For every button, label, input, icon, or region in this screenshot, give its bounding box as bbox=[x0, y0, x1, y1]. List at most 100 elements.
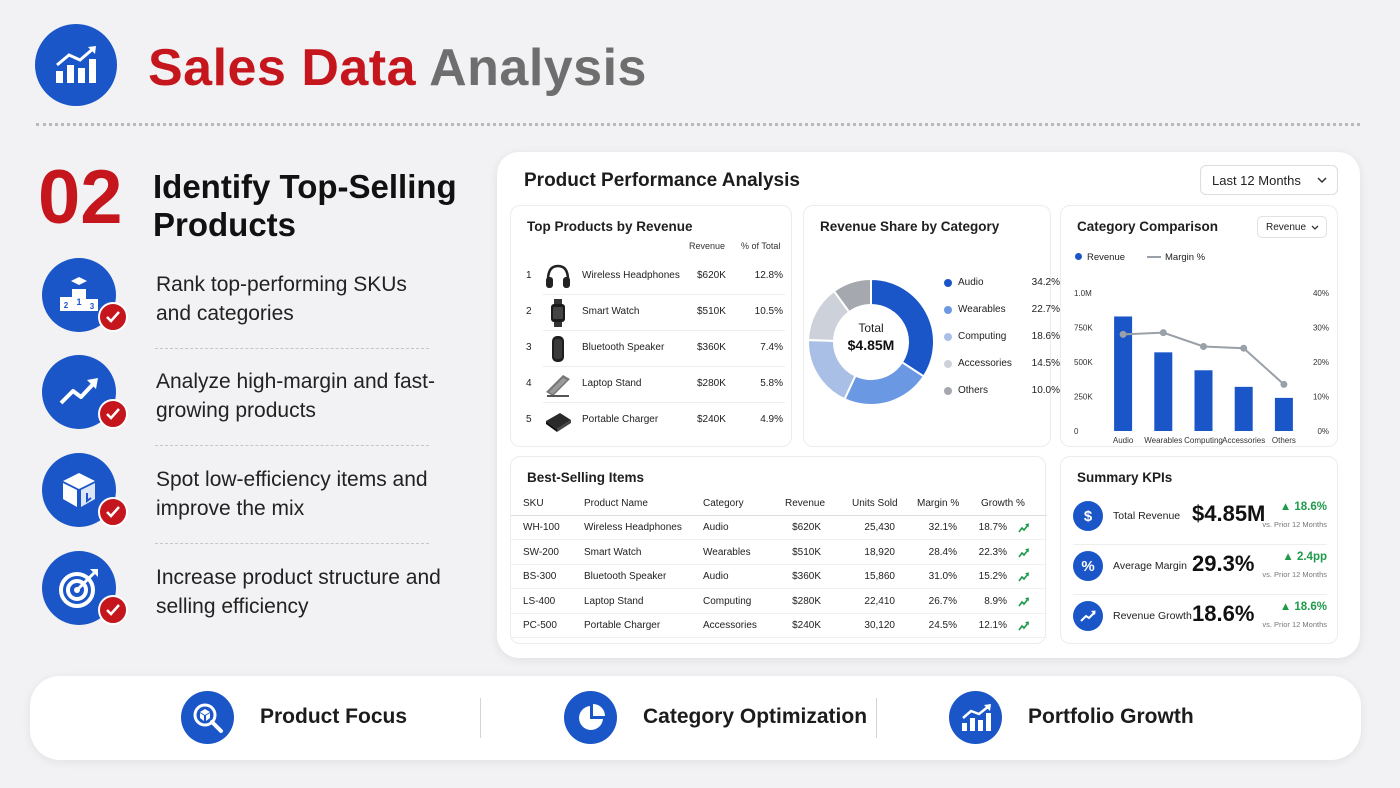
feature-rank: 1 2 3 Rank top-performing SKUs and categ… bbox=[40, 258, 440, 348]
bar-computing[interactable] bbox=[1194, 370, 1213, 431]
cell-units-sold: 18,920 bbox=[864, 546, 895, 558]
cell-revenue: $620K bbox=[792, 522, 821, 533]
cell-margin: 28.4% bbox=[928, 546, 957, 558]
top-products-card: Top Products by Revenue Revenue % of Tot… bbox=[510, 205, 792, 447]
legend-dot bbox=[944, 306, 952, 314]
product-revenue: $620K bbox=[697, 270, 726, 281]
dollar-icon: $ bbox=[1073, 501, 1103, 531]
cell-growth: 12.1% bbox=[978, 620, 1007, 632]
table-row[interactable]: WH-100 Wireless Headphones Audio $620K 25,43… bbox=[511, 516, 1047, 540]
growth-chart-icon bbox=[949, 691, 1002, 744]
cell-product-name: Laptop Stand bbox=[584, 595, 644, 607]
legend-value: 14.5% bbox=[1031, 358, 1060, 369]
list-item[interactable]: 5 Portable Charger $240K 4.9% bbox=[511, 402, 793, 438]
col-growth: Growth % bbox=[981, 498, 1025, 509]
kpi-revenue-growth: Revenue Growth 18.6% ▲ 18.6% vs. Prior 1… bbox=[1061, 595, 1337, 643]
margin-point[interactable] bbox=[1280, 380, 1288, 388]
cell-revenue: $240K bbox=[792, 620, 821, 632]
rank: 3 bbox=[526, 342, 532, 353]
table-row[interactable]: BS-300 Bluetooth Speaker Audio $360K 15,860 3… bbox=[511, 565, 1047, 590]
donut-center: Total $4.85M bbox=[826, 321, 916, 353]
cell-margin: 31.0% bbox=[928, 571, 957, 583]
category-comparison-title: Category Comparison bbox=[1077, 219, 1219, 234]
kpi-label: Total Revenue bbox=[1113, 510, 1181, 522]
table-row[interactable]: SW-200 Smart Watch Wearables $510K 18,920 28.… bbox=[511, 541, 1047, 565]
header-divider bbox=[36, 123, 1360, 126]
revenue-share-card: Revenue Share by Category Total $4.85M A… bbox=[803, 205, 1060, 447]
product-name: Portable Charger bbox=[582, 414, 659, 425]
kpi-value: 18.6% bbox=[1192, 601, 1255, 626]
donut-slice-others[interactable] bbox=[832, 277, 872, 314]
feature-text: Increase product structure and selling e… bbox=[156, 566, 441, 618]
x-tick-label: Audio bbox=[1113, 436, 1134, 445]
bar-others[interactable] bbox=[1274, 397, 1293, 431]
cell-revenue: $360K bbox=[792, 571, 821, 583]
cell-growth: 15.2% bbox=[978, 571, 1007, 583]
legend-label: Others bbox=[958, 385, 989, 396]
product-pct: 7.4% bbox=[760, 342, 783, 353]
best-selling-title: Best-Selling Items bbox=[527, 470, 645, 485]
col-category: Category bbox=[703, 498, 744, 509]
legend-item: Computing 18.6% bbox=[944, 331, 1060, 345]
legend-dot bbox=[944, 360, 952, 368]
product-revenue: $280K bbox=[697, 378, 726, 389]
legend-revenue-label: Revenue bbox=[1087, 252, 1126, 263]
kpi-value: 29.3% bbox=[1192, 551, 1255, 576]
kpi-label: Average Margin bbox=[1113, 560, 1187, 572]
feature-divider bbox=[155, 348, 429, 349]
y2-tick-label: 10% bbox=[1313, 393, 1329, 402]
margin-point[interactable] bbox=[1119, 330, 1127, 338]
trend-up-icon bbox=[1018, 621, 1029, 631]
cell-product-name: Smart Watch bbox=[584, 546, 642, 558]
legend-dot bbox=[944, 387, 952, 395]
product-pct: 5.8% bbox=[760, 378, 783, 389]
y2-tick-label: 40% bbox=[1313, 289, 1329, 298]
donut-slice-wearables[interactable] bbox=[843, 360, 926, 406]
donut-center-value: $4.85M bbox=[847, 337, 895, 353]
y2-tick-label: 30% bbox=[1313, 324, 1329, 333]
feature-analyze: Analyze high-margin and fast-growing pro… bbox=[40, 355, 440, 445]
margin-point[interactable] bbox=[1159, 329, 1167, 337]
col-sku: SKU bbox=[523, 498, 544, 509]
product-name: Wireless Headphones bbox=[582, 270, 680, 281]
trend-up-icon bbox=[1018, 548, 1029, 558]
list-item[interactable]: 1 Wireless Headphones $620K 12.8% bbox=[511, 258, 793, 294]
table-row[interactable]: LS-400 Laptop Stand Computing $280K 22,410 26… bbox=[511, 590, 1047, 614]
bar-audio[interactable] bbox=[1114, 316, 1133, 431]
list-item[interactable]: 3 Bluetooth Speaker $360K 7.4% bbox=[511, 330, 793, 366]
kpi-change: ▲ 2.4pp bbox=[1282, 551, 1327, 563]
bottom-bar: Product Focus Category Optimization Port… bbox=[30, 676, 1361, 760]
cell-sku: BS-300 bbox=[523, 571, 557, 583]
metric-dropdown[interactable]: Revenue bbox=[1257, 216, 1327, 238]
product-pct: 10.5% bbox=[754, 306, 783, 317]
period-dropdown[interactable]: Last 12 Months bbox=[1200, 165, 1338, 195]
bar-wearables[interactable] bbox=[1154, 352, 1173, 431]
check-icon bbox=[98, 302, 128, 332]
y2-tick-label: 0% bbox=[1317, 427, 1329, 436]
cell-product-name: Wireless Headphones bbox=[584, 522, 682, 533]
legend-value: 18.6% bbox=[1031, 331, 1060, 342]
legend-item: Accessories 14.5% bbox=[944, 358, 1060, 372]
speaker-icon bbox=[552, 336, 564, 362]
table-header: SKU Product Name Category Revenue Units … bbox=[511, 492, 1047, 516]
cell-category: Accessories bbox=[703, 620, 757, 632]
col-units: Units Sold bbox=[852, 498, 898, 509]
list-item[interactable]: 2 Smart Watch $510K 10.5% bbox=[511, 294, 793, 330]
list-item[interactable]: 4 Laptop Stand $280K 5.8% bbox=[511, 366, 793, 402]
margin-point[interactable] bbox=[1200, 342, 1207, 350]
kpi-average-margin: % Average Margin 29.3% ▲ 2.4pp vs. Prior… bbox=[1061, 545, 1337, 593]
legend-dot bbox=[1075, 253, 1082, 260]
cell-revenue: $510K bbox=[792, 546, 821, 558]
legend-label: Audio bbox=[958, 277, 984, 288]
legend-item: Wearables 22.7% bbox=[944, 304, 1060, 318]
table-row[interactable]: PC-500 Portable Charger Accessories $240K 30… bbox=[511, 614, 1047, 639]
period-label: Last 12 Months bbox=[1212, 173, 1301, 188]
donut-slice-audio[interactable] bbox=[870, 277, 935, 378]
cell-margin: 24.5% bbox=[928, 620, 957, 632]
bar-accessories[interactable] bbox=[1234, 386, 1253, 431]
legend-item: Others 10.0% bbox=[944, 385, 1060, 399]
product-pct: 4.9% bbox=[760, 414, 783, 425]
margin-point[interactable] bbox=[1240, 344, 1248, 352]
x-tick-label: Computing bbox=[1184, 436, 1223, 445]
svg-text:3: 3 bbox=[90, 302, 95, 311]
